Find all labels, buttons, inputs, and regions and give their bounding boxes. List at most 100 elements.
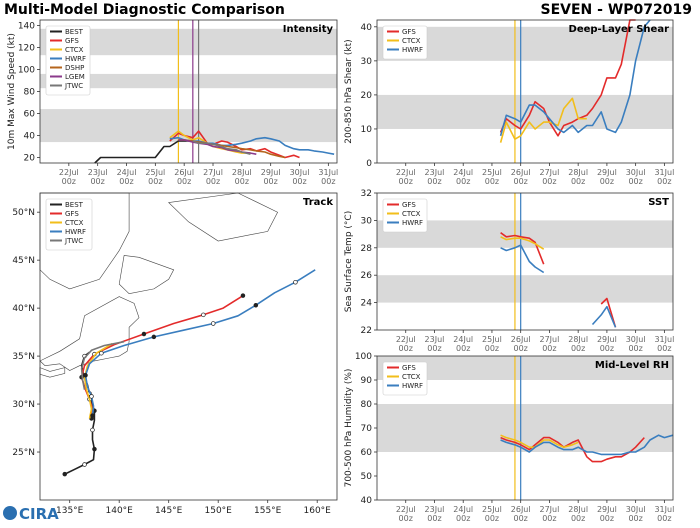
shear-y-tick-label: 40 [361, 23, 373, 33]
sst-y-tick-label: 24 [361, 299, 373, 309]
track-point-gfs [201, 312, 206, 318]
shear-x-tick-label: 00z [513, 177, 527, 186]
sst-x-tick-label: 00z [628, 344, 642, 353]
shear-legend-label-gfs: GFS [402, 28, 416, 36]
track-y-tick-label: 45°N [12, 256, 35, 266]
track-point-best [82, 462, 87, 467]
intensity-x-tick-label: 00z [119, 177, 133, 186]
sst-x-tick-label: 00z [600, 344, 614, 353]
sst-y-tick-label: 28 [361, 244, 373, 254]
cira-logo: CIRA [2, 502, 64, 528]
intensity-x-tick-label: 29Jul [261, 168, 281, 177]
rh-y-axis-label: 700-500 hPa Humidity (%) [344, 369, 354, 488]
land-outline [118, 255, 175, 295]
track-point-best [62, 471, 67, 477]
logo-text: CIRA [19, 505, 59, 523]
shear-panel: 22Jul00z23Jul00z24Jul00z25Jul00z26Jul00z… [344, 19, 674, 186]
shear-x-tick-label: 29Jul [597, 168, 617, 177]
rh-x-tick-label: 23Jul [425, 505, 445, 514]
shear-x-tick-label: 26Jul [511, 168, 531, 177]
rh-x-tick-label: 26Jul [511, 505, 531, 514]
shear-x-tick-label: 22Jul [396, 168, 416, 177]
intensity-y-tick-label: 60 [24, 110, 36, 120]
rh-y-tick-label: 80 [361, 400, 373, 410]
rh-x-tick-label: 24Jul [453, 505, 473, 514]
sst-x-tick-label: 31Jul [654, 335, 674, 344]
track-point-hwrf [89, 394, 94, 399]
track-point-best [92, 446, 97, 452]
sst-legend-label-ctcx: CTCX [402, 210, 421, 218]
rh-series-gfs [500, 436, 645, 463]
track-point-hwrf [90, 413, 95, 418]
track-series-hwrf [84, 269, 316, 416]
intensity-legend-label-gfs: GFS [65, 37, 79, 45]
intensity-x-tick-label: 00z [235, 177, 249, 186]
track-y-tick-label: 30°N [12, 400, 35, 410]
sst-x-tick-label: 29Jul [597, 335, 617, 344]
intensity-y-tick-label: 100 [18, 66, 35, 76]
shear-legend-label-hwrf: HWRF [402, 46, 423, 54]
intensity-x-tick-label: 00z [321, 177, 335, 186]
intensity-y-axis-label: 10m Max Wind Speed (kt) [7, 33, 17, 150]
intensity-x-tick-label: 22Jul [59, 168, 79, 177]
intensity-x-tick-label: 28Jul [232, 168, 252, 177]
sst-x-tick-label: 27Jul [540, 335, 560, 344]
track-legend-label-gfs: GFS [65, 210, 79, 218]
shear-legend-label-ctcx: CTCX [402, 37, 421, 45]
sst-series-gfs [500, 232, 617, 328]
rh-x-tick-label: 00z [427, 514, 441, 523]
intensity-x-tick-label: 31Jul [318, 168, 338, 177]
sst-panel: 22Jul00z23Jul00z24Jul00z25Jul00z26Jul00z… [344, 189, 674, 353]
rh-y-tick-label: 50 [361, 472, 373, 482]
sst-x-tick-label: 00z [485, 344, 499, 353]
land-outline [39, 296, 140, 371]
sst-x-tick-label: 23Jul [425, 335, 445, 344]
cira-logo-mark: CIRA [3, 505, 59, 523]
shear-series-hwrf [499, 19, 651, 137]
rh-x-tick-label: 00z [657, 514, 671, 523]
intensity-panel-title: Intensity [283, 24, 334, 35]
sst-x-tick-label: 30Jul [626, 335, 646, 344]
sst-x-tick-label: 00z [513, 344, 527, 353]
shear-x-tick-label: 30Jul [626, 168, 646, 177]
intensity-y-tick-label: 120 [18, 44, 35, 54]
intensity-legend-label-dshp: DSHP [65, 64, 84, 72]
rh-legend-label-ctcx: CTCX [402, 373, 421, 381]
rh-legend-box [382, 361, 428, 396]
rh-y-tick-label: 90 [361, 376, 373, 386]
shear-y-tick-label: 20 [361, 91, 373, 101]
logo-globe [3, 506, 17, 520]
track-x-tick-label: 135°E [56, 506, 84, 516]
intensity-y-tick-label: 140 [18, 22, 35, 32]
intensity-x-tick-label: 00z [148, 177, 162, 186]
rh-x-tick-label: 29Jul [597, 505, 617, 514]
rh-x-tick-label: 00z [485, 514, 499, 523]
intensity-x-tick-label: 00z [206, 177, 220, 186]
shear-y-axis-label: 200-850 hPa Shear (kt) [344, 39, 354, 143]
shear-x-tick-label: 23Jul [425, 168, 445, 177]
shear-x-tick-label: 00z [427, 177, 441, 186]
shear-frame [376, 19, 674, 164]
sst-x-tick-label: 00z [456, 344, 470, 353]
shear-series-ctcx [499, 97, 587, 143]
sst-x-tick-label: 25Jul [482, 335, 502, 344]
shear-x-tick-label: 28Jul [568, 168, 588, 177]
rh-x-tick-label: 00z [571, 514, 585, 523]
intensity-x-tick-label: 00z [263, 177, 277, 186]
storm-id-title: SEVEN - WP072019 [540, 2, 692, 18]
track-frame [39, 192, 338, 501]
shear-x-tick-label: 00z [399, 177, 413, 186]
intensity-band [40, 73, 337, 89]
intensity-x-tick-label: 00z [62, 177, 76, 186]
shear-y-tick-label: 30 [361, 57, 373, 67]
rh-frame [376, 355, 674, 501]
sst-frame [376, 192, 674, 331]
shear-legend-box [382, 25, 428, 60]
shear-x-tick-label: 00z [456, 177, 470, 186]
track-point-gfs [240, 293, 246, 298]
track-y-tick-label: 35°N [12, 352, 35, 362]
rh-y-tick-label: 60 [361, 448, 373, 458]
shear-y-tick-label: 10 [361, 125, 373, 135]
